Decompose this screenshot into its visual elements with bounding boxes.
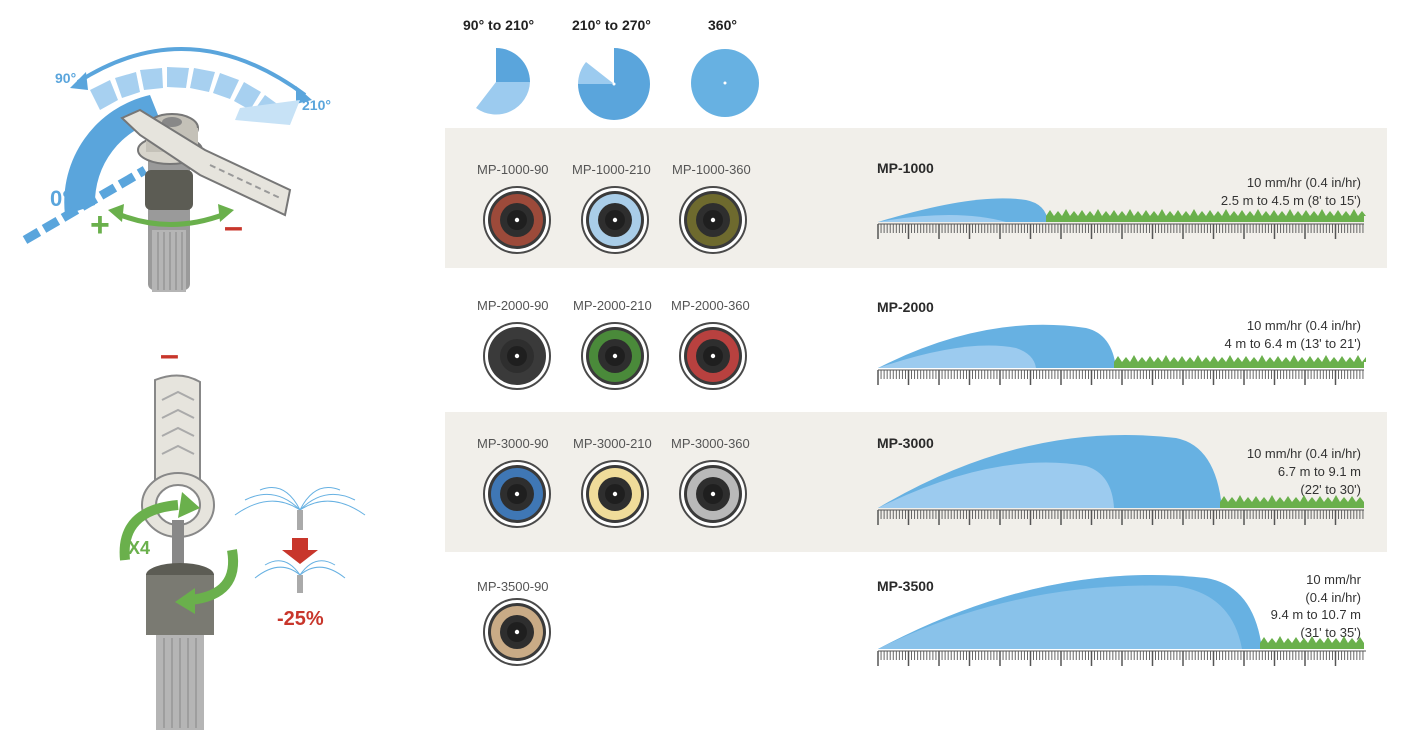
- arc-label-360: 360°: [708, 17, 737, 33]
- nozzle-icon: [581, 186, 649, 254]
- series-radius-line1: 9.4 m to 10.7 m: [1270, 607, 1361, 622]
- series-name: MP-3000: [877, 435, 934, 451]
- arc-pattern-210-270: [578, 48, 650, 120]
- nozzle-icon: [483, 322, 551, 390]
- series-radius-line2: (22' to 30'): [1300, 482, 1361, 497]
- nozzle-icon: [483, 598, 551, 666]
- series-name: MP-1000: [877, 160, 934, 176]
- model-label: MP-3500-90: [477, 579, 549, 594]
- throw-profile-3500: [877, 574, 1366, 666]
- angle-0-label: 0°: [50, 186, 72, 211]
- series-rate-line2: (0.4 in/hr): [1305, 590, 1361, 605]
- nozzle-icon: [483, 460, 551, 528]
- series-name: MP-3500: [877, 578, 934, 594]
- arc-label-90-210: 90° to 210°: [463, 17, 535, 33]
- series-rate-line1: 10 mm/hr: [1306, 572, 1361, 587]
- throw-profile-1000: [877, 198, 1366, 239]
- series-radius: 2.5 m to 4.5 m (8' to 15'): [1220, 193, 1361, 208]
- reduction-label: -25%: [277, 608, 324, 630]
- model-label: MP-3000-360: [671, 436, 750, 451]
- nozzle-icon: [679, 186, 747, 254]
- minus-sign-top: –: [160, 336, 179, 374]
- model-label: MP-1000-90: [477, 162, 549, 177]
- series-radius: 4 m to 6.4 m (13' to 21'): [1224, 336, 1361, 351]
- model-label: MP-2000-90: [477, 298, 549, 313]
- model-label: MP-2000-360: [671, 298, 750, 313]
- nozzle-icon: [679, 460, 747, 528]
- model-label: MP-3000-210: [573, 436, 652, 451]
- arc-pattern-360: [691, 49, 759, 117]
- arc-adjustment-illustration: [22, 47, 312, 292]
- nozzle-icon: [581, 460, 649, 528]
- model-label: MP-1000-210: [572, 162, 651, 177]
- series-radius-line2: (31' to 35'): [1300, 625, 1361, 640]
- series-name: MP-2000: [877, 299, 934, 315]
- arc-pattern-90-210: [476, 48, 530, 115]
- series-rate: 10 mm/hr (0.4 in/hr): [1246, 175, 1361, 190]
- nozzle-icon: [679, 322, 747, 390]
- series-radius-line1: 6.7 m to 9.1 m: [1277, 464, 1361, 479]
- minus-sign: –: [224, 208, 243, 246]
- model-label: MP-1000-360: [672, 162, 751, 177]
- plus-sign: +: [90, 206, 110, 244]
- angle-210-label: 210°: [302, 97, 331, 113]
- angle-90-label: 90°: [55, 70, 77, 86]
- radius-adjustment-illustration: [119, 374, 366, 730]
- series-rate: 10 mm/hr (0.4 in/hr): [1246, 318, 1361, 333]
- model-label: MP-3000-90: [477, 436, 549, 451]
- model-label: MP-2000-210: [573, 298, 652, 313]
- series-rate: 10 mm/hr (0.4 in/hr): [1246, 446, 1361, 461]
- arc-label-210-270: 210° to 270°: [572, 17, 651, 33]
- throw-profile-2000: [877, 324, 1366, 385]
- throw-profile-3000: [877, 434, 1364, 525]
- nozzle-icon: [581, 322, 649, 390]
- turns-label: X4: [128, 538, 151, 558]
- nozzle-icon: [483, 186, 551, 254]
